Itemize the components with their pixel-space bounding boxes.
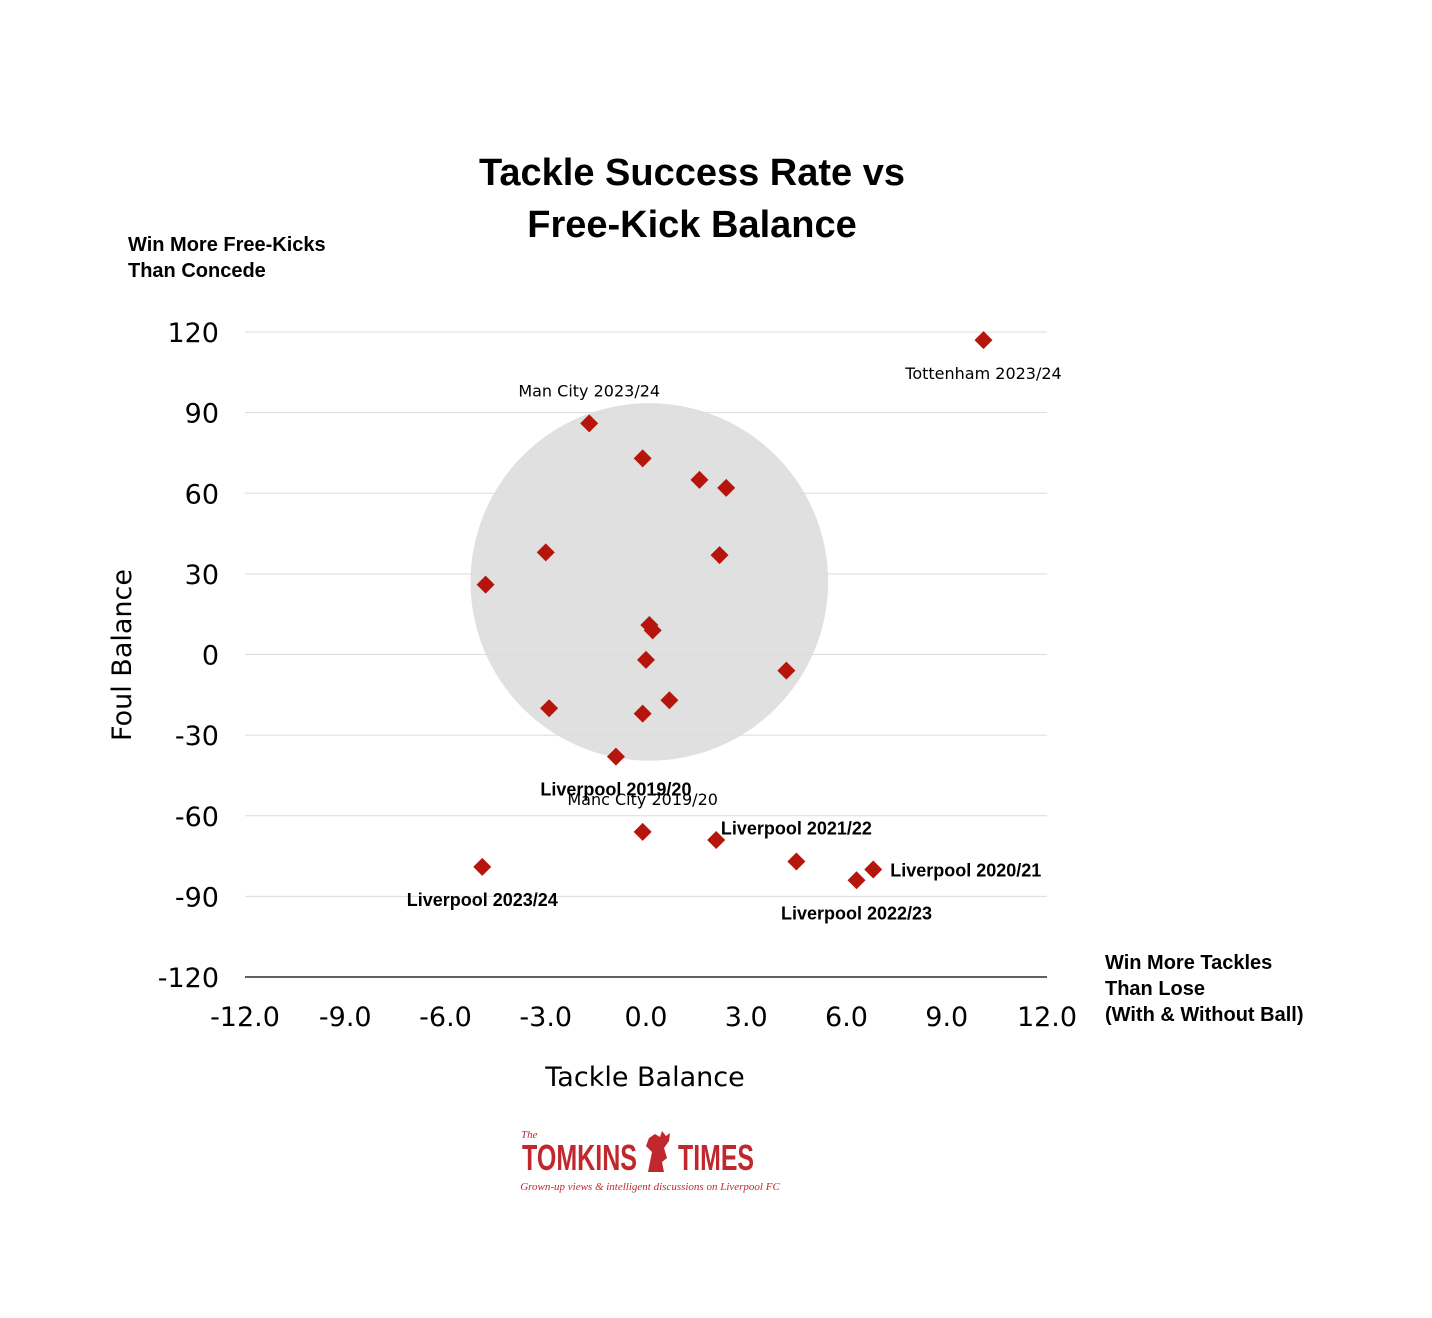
x-corner-label-line-3: (With & Without Ball) [1105, 1004, 1303, 1026]
x-tick-label: -9.0 [319, 1002, 372, 1033]
data-point [580, 414, 599, 433]
chart-title-line-2: Free-Kick Balance [527, 204, 857, 246]
data-point [847, 871, 866, 890]
data-point [707, 830, 726, 849]
data-point [633, 449, 652, 468]
data-point [717, 478, 736, 497]
point-label: Liverpool 2021/22 [721, 818, 872, 838]
x-tick-label: -6.0 [419, 1002, 472, 1033]
point-label: Liverpool 2019/20 [540, 780, 691, 800]
chart-title-line-1: Tackle Success Rate vs [479, 152, 905, 194]
y-tick-label: 0 [202, 641, 219, 672]
y-tick-label: -120 [158, 963, 219, 994]
logo-name-right: TIMES [678, 1137, 754, 1178]
liver-bird-icon [646, 1131, 670, 1172]
data-point [606, 747, 625, 766]
x-tick-label: -3.0 [519, 1002, 572, 1033]
logo-name-left: TOMKINS [522, 1137, 637, 1178]
x-tick-label: 9.0 [925, 1002, 968, 1033]
point-label: Manc City 2019/20 [567, 790, 718, 809]
y-tick-label: 120 [167, 318, 219, 349]
y-corner-label-line-2: Than Concede [128, 260, 266, 282]
x-tick-label: 3.0 [725, 1002, 768, 1033]
data-point [536, 543, 555, 562]
y-axis-title: Foul Balance [107, 569, 138, 741]
highlight-circle [470, 403, 829, 761]
data-point [633, 822, 652, 841]
y-corner-label-line-1: Win More Free-Kicks [128, 234, 326, 256]
data-point [710, 546, 729, 565]
x-corner-label-line-2: Than Lose [1105, 978, 1205, 1000]
data-point [540, 699, 559, 718]
y-tick-label: -60 [175, 802, 219, 833]
logo-the-text: The [521, 1129, 538, 1141]
data-point [787, 852, 806, 871]
x-corner-label-line-1: Win More Tackles [1105, 952, 1272, 974]
data-point [864, 860, 883, 879]
point-label: Liverpool 2022/23 [781, 903, 932, 923]
point-label: Liverpool 2023/24 [407, 890, 558, 910]
y-tick-label: 30 [185, 560, 219, 591]
x-tick-label: 6.0 [825, 1002, 868, 1033]
y-tick-label: -30 [175, 721, 219, 752]
data-point [473, 857, 492, 876]
y-tick-label: -90 [175, 882, 219, 913]
data-point [476, 575, 495, 594]
tomkins-times-logo: The TOMKINS TIMES Grown-up views & intel… [520, 1129, 780, 1193]
x-axis-title: Tackle Balance [544, 1062, 744, 1093]
data-point [690, 470, 709, 489]
y-tick-label: 90 [185, 399, 219, 430]
point-label: Man City 2023/24 [518, 381, 660, 400]
logo-tagline: Grown-up views & intelligent discussions… [520, 1181, 780, 1193]
data-point [974, 331, 993, 350]
x-tick-label: 12.0 [1017, 1002, 1077, 1033]
data-point [777, 661, 796, 680]
x-tick-label: 0.0 [625, 1002, 668, 1033]
y-tick-label: 60 [185, 479, 219, 510]
point-label: Tottenham 2023/24 [904, 364, 1061, 383]
data-point [643, 621, 662, 640]
point-label: Liverpool 2020/21 [890, 861, 1041, 881]
x-tick-label: -12.0 [210, 1002, 280, 1033]
data-point [660, 691, 679, 710]
data-point [633, 704, 652, 723]
data-point [637, 650, 655, 669]
